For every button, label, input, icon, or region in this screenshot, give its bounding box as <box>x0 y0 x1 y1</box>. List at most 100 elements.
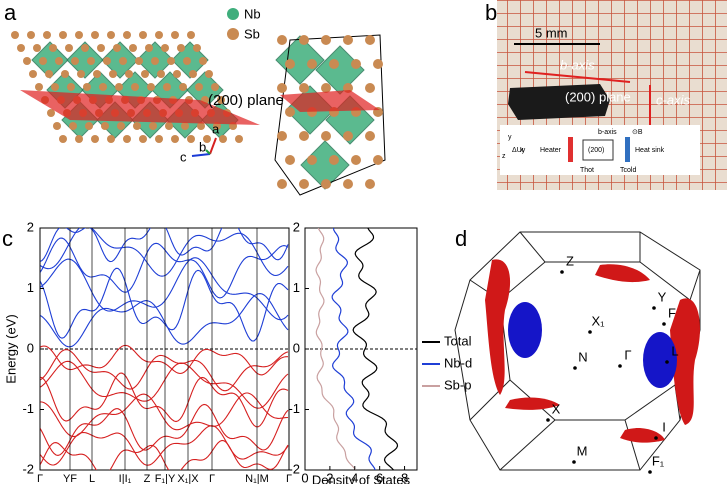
crystal <box>508 84 610 120</box>
inset-text: z <box>502 153 506 160</box>
point <box>665 360 669 364</box>
point-label: I <box>662 419 666 434</box>
atom <box>43 31 51 39</box>
axis-label: c <box>180 149 187 164</box>
point <box>572 460 576 464</box>
atom <box>65 44 73 52</box>
atom <box>167 57 175 65</box>
band <box>40 228 289 263</box>
point-label: F₁ <box>652 453 665 468</box>
atom <box>217 96 225 104</box>
atom <box>343 179 353 189</box>
atom <box>351 59 361 69</box>
point-label: Y <box>658 289 667 304</box>
point <box>662 322 666 326</box>
atom <box>365 83 375 93</box>
plane-label: (200) plane <box>208 92 284 109</box>
atom <box>163 83 171 91</box>
atom <box>101 122 109 130</box>
atom <box>277 35 287 45</box>
panel-b: b 5 mm b-axis (200) plane c-axis ΔUy Hea… <box>485 0 727 190</box>
point-label: Z <box>566 253 574 268</box>
atom <box>197 122 205 130</box>
point-label: N <box>578 349 587 364</box>
axis-arrow <box>205 149 211 155</box>
atom <box>115 83 123 91</box>
band <box>40 257 289 321</box>
atom <box>67 83 75 91</box>
atom <box>129 44 137 52</box>
y-tick-label: 1 <box>27 280 34 295</box>
y-tick-label: -1 <box>288 401 300 416</box>
polyline <box>519 231 641 263</box>
atom <box>91 31 99 39</box>
atom <box>351 155 361 165</box>
atom <box>55 57 63 65</box>
atom <box>69 122 77 130</box>
band <box>40 228 289 277</box>
point-label: X₁ <box>591 313 605 328</box>
atom <box>33 44 41 52</box>
k-label: N₁|M <box>245 473 269 484</box>
atom <box>147 83 155 91</box>
atom <box>83 83 91 91</box>
panel-d: d Z Y X₁ F Γ N L X I M F₁ <box>454 226 701 474</box>
atom <box>23 57 31 65</box>
atom <box>195 83 203 91</box>
atom <box>321 131 331 141</box>
band <box>40 439 289 470</box>
y-tick-label: 1 <box>293 280 300 295</box>
atom <box>285 155 295 165</box>
octahedron <box>31 41 69 79</box>
dos-curve <box>331 228 376 470</box>
atom <box>133 122 141 130</box>
path <box>620 428 665 443</box>
atom <box>213 122 221 130</box>
atom <box>113 44 121 52</box>
k-label: I|I₁ <box>119 473 132 484</box>
atom <box>307 155 317 165</box>
legend-text: Sb-p <box>444 377 471 392</box>
octahedron <box>275 35 325 85</box>
atom <box>29 70 37 78</box>
atom <box>93 70 101 78</box>
k-label: X₁|X <box>177 473 199 484</box>
y-tick-label: 0 <box>293 340 300 355</box>
ellipse <box>508 302 542 358</box>
atom <box>139 135 147 143</box>
atom <box>53 122 61 130</box>
band <box>40 237 289 299</box>
legend-text: Sb <box>244 26 260 41</box>
dos-curve <box>352 228 399 470</box>
atom <box>179 83 187 91</box>
atom <box>75 135 83 143</box>
atom <box>17 44 25 52</box>
atom <box>27 31 35 39</box>
atom <box>145 44 153 52</box>
path <box>670 298 700 425</box>
x-tick-label: 2 <box>326 470 333 484</box>
point-label: L <box>671 343 678 358</box>
atom <box>139 31 147 39</box>
k-label: Γ <box>286 473 292 484</box>
atom <box>131 83 139 91</box>
panel-label: d <box>455 226 467 251</box>
atom <box>119 57 127 65</box>
atom <box>123 135 131 143</box>
atom <box>199 57 207 65</box>
bands <box>40 228 289 470</box>
k-label: YF <box>63 473 77 484</box>
x-tick-label: 0 <box>301 470 308 484</box>
y-tick-label: -2 <box>288 461 300 476</box>
atom <box>103 57 111 65</box>
atom <box>365 179 375 189</box>
y-tick-label: 0 <box>27 340 34 355</box>
atom <box>277 83 287 93</box>
atom <box>87 57 95 65</box>
atom <box>77 70 85 78</box>
atom <box>321 179 331 189</box>
atom <box>155 135 163 143</box>
sink <box>625 137 630 162</box>
y-tick-label: -2 <box>22 461 34 476</box>
atom <box>365 35 375 45</box>
